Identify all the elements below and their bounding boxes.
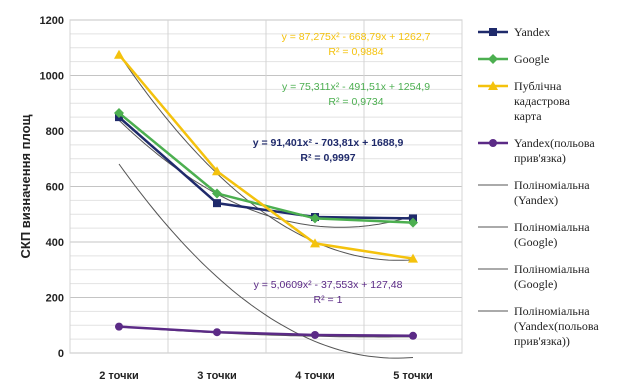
legend-marker-3	[489, 139, 497, 147]
y-tick-label: 0	[58, 348, 64, 360]
legend-label-2: Публічна кадастрова карта	[514, 79, 571, 123]
trend-r2-0: R² = 0,9884	[328, 46, 383, 58]
series-line-2	[118, 53, 414, 260]
data-point-1-2	[310, 213, 320, 224]
trend-equation-0: y = 87,275x² - 668,79x + 1262,7	[282, 31, 431, 43]
trendline-1	[118, 119, 414, 228]
data-point-2-1	[212, 166, 222, 176]
legend-marker-0	[489, 28, 497, 36]
legend-marker-1	[488, 54, 498, 64]
y-tick-label: 1200	[40, 15, 64, 27]
legend-label-0: Yandex	[514, 25, 550, 39]
trend-r2-1: R² = 0,9734	[328, 96, 383, 108]
series-line-3	[118, 325, 414, 338]
x-tick-label: 3 точки	[197, 370, 237, 382]
x-tick-label: 4 точки	[295, 370, 335, 382]
data-point-0-1	[213, 199, 221, 208]
y-tick-label: 200	[46, 293, 64, 305]
legend-label-5: Поліноміальна (Google)	[514, 220, 590, 249]
y-tick-label: 1000	[40, 71, 64, 83]
grid	[69, 19, 463, 354]
trend-r2-2: R² = 0,9997	[300, 152, 355, 164]
data-point-3-1	[213, 328, 221, 337]
data-point-1-3	[408, 217, 418, 228]
trend-equation-1: y = 75,311x² - 491,51x + 1254,9	[282, 81, 430, 93]
legend-label-6: Поліноміальна (Google)	[514, 262, 590, 291]
data-point-1-1	[212, 188, 222, 199]
y-tick-label: 800	[46, 126, 64, 138]
annotations: y = 87,275x² - 668,79x + 1262,7 R² = 0,98…	[253, 31, 431, 306]
axes: 0 200 400 600 800 1000 1200 2 точки 3 точки 4 точ…	[18, 15, 433, 382]
legend: Yandex Google Публічна кадастрова карта Yande…	[478, 25, 599, 348]
legend-label-4: Поліноміальна (Yandex)	[514, 178, 590, 207]
legend-label-7: Поліноміальна (Yandex(польова прив'язка))	[514, 304, 599, 348]
data-point-2-3	[408, 253, 418, 263]
trend-equation-3: y = 5,0609x² - 37,553x + 127,48	[254, 279, 403, 291]
y-tick-label: 400	[46, 237, 64, 249]
data-point-3-3	[409, 331, 417, 340]
y-axis-title: СКП визначення площ	[18, 114, 33, 258]
data-point-1-0	[114, 107, 124, 118]
trendline-2	[118, 163, 414, 359]
legend-label-3: Yandex(польова прив'язка)	[514, 136, 595, 165]
x-tick-label: 2 точки	[99, 370, 139, 382]
trend-r2-3: R² = 1	[314, 294, 343, 306]
data-point-2-2	[310, 238, 320, 248]
series	[114, 49, 418, 340]
x-tick-label: 5 точки	[393, 370, 433, 382]
legend-marker-2	[488, 81, 498, 90]
legend-label-1: Google	[514, 52, 549, 66]
data-point-2-0	[114, 49, 124, 59]
series-line-0	[118, 116, 414, 220]
data-point-3-2	[311, 330, 319, 339]
trendline-0	[118, 54, 414, 261]
data-point-3-0	[115, 322, 123, 331]
y-tick-label: 600	[46, 182, 64, 194]
trend-equation-2: y = 91,401x² - 703,81x + 1688,9	[253, 137, 404, 149]
